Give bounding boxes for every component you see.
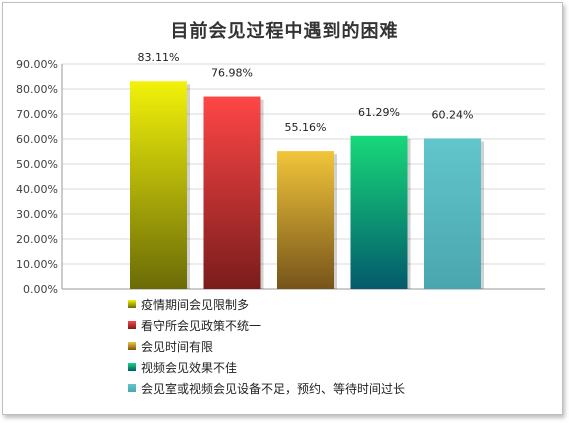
legend-label: 疫情期间会见限制多: [141, 297, 249, 312]
data-label: 83.11%: [138, 51, 180, 64]
bar: [277, 151, 334, 289]
y-tick-label: 30.00%: [16, 208, 58, 221]
y-tick-label: 20.00%: [16, 233, 58, 246]
y-tick-label: 60.00%: [16, 133, 58, 146]
y-axis: 0.00% 10.00% 20.00% 30.00% 40.00% 50.00% 60.00…: [16, 58, 63, 296]
data-label: 55.16%: [285, 121, 327, 134]
data-label: 60.24%: [432, 108, 474, 121]
bar-shadow: [407, 138, 411, 289]
legend-label: 会见室或视频会见设备不足，预约、等待时间过长: [141, 381, 405, 396]
legend-swatch: [128, 342, 136, 350]
y-tick-label: 50.00%: [16, 158, 58, 171]
bar-shadow: [187, 84, 190, 289]
bar-shadow: [334, 154, 337, 289]
legend-swatch: [128, 300, 136, 308]
data-label: 61.29%: [358, 106, 400, 119]
legend-swatch: [128, 363, 136, 371]
value-labels: 83.11% 76.98% 55.16% 61.29% 60.24%: [138, 51, 474, 134]
chart-title: 目前会见过程中遇到的困难: [170, 21, 399, 42]
bar: [203, 96, 261, 289]
y-tick-label: 40.00%: [16, 183, 58, 196]
bars: [130, 81, 484, 289]
y-tick-label: 90.00%: [16, 58, 58, 71]
y-tick-label: 0.00%: [23, 283, 58, 296]
bar: [350, 135, 408, 289]
legend-label: 视频会见效果不佳: [141, 360, 237, 375]
bar: [130, 81, 187, 289]
data-label: 76.98%: [211, 67, 253, 80]
y-tick-label: 10.00%: [16, 258, 58, 271]
legend-label: 会见时间有限: [141, 340, 213, 354]
legend-swatch: [128, 384, 136, 392]
y-tick-label: 70.00%: [16, 108, 58, 121]
bar-shadow: [260, 99, 264, 289]
y-tick-label: 80.00%: [16, 83, 58, 96]
legend-label: 看守所会见政策不统一: [141, 319, 261, 333]
bar-shadow: [481, 141, 484, 289]
bar: [424, 138, 481, 289]
legend: 疫情期间会见限制多看守所会见政策不统一会见时间有限视频会见效果不佳会见室或视频会…: [128, 297, 405, 396]
legend-swatch: [128, 321, 136, 329]
